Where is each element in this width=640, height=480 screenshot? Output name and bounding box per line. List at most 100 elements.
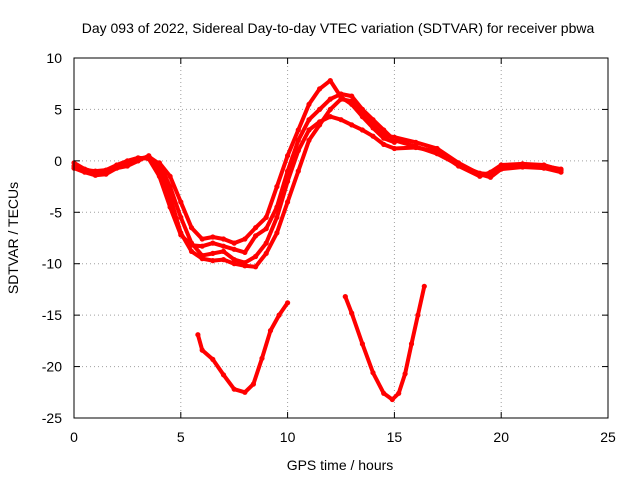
data-point xyxy=(498,163,504,169)
data-point xyxy=(349,310,355,316)
data-point xyxy=(210,250,216,256)
data-point xyxy=(359,114,365,120)
series-arc-5 xyxy=(195,300,290,395)
x-tick-label: 20 xyxy=(493,429,509,445)
data-point xyxy=(306,101,312,107)
data-point xyxy=(242,389,248,395)
y-tick-label: 10 xyxy=(46,50,62,66)
axis-ticks: 0 5 10 15 20 25 10 5 0 -5 -10 -15 -20 -25 xyxy=(42,50,616,445)
data-point xyxy=(370,125,376,131)
data-point xyxy=(327,78,333,84)
data-point xyxy=(381,127,387,133)
data-point xyxy=(402,371,408,377)
data-point xyxy=(135,155,141,161)
data-point xyxy=(210,258,216,264)
data-point xyxy=(359,341,365,347)
data-point xyxy=(274,204,280,210)
data-point xyxy=(231,261,237,267)
data-point xyxy=(156,173,162,179)
data-point xyxy=(415,312,421,318)
data-point xyxy=(285,300,291,306)
data-point xyxy=(317,106,323,112)
grid xyxy=(74,58,608,418)
chart-title: Day 093 of 2022, Sidereal Day-to-day VTE… xyxy=(82,20,595,36)
data-point xyxy=(295,127,301,133)
data-point xyxy=(391,139,397,145)
data-point xyxy=(195,332,201,338)
data-point xyxy=(220,372,227,378)
data-point xyxy=(199,256,205,262)
data-point xyxy=(381,135,387,141)
data-point xyxy=(263,214,269,220)
data-point xyxy=(434,145,440,152)
x-tick-label: 25 xyxy=(600,429,616,445)
data-point xyxy=(114,162,120,168)
data-point xyxy=(253,253,259,260)
data-point xyxy=(421,283,427,289)
data-point xyxy=(285,153,291,159)
data-point xyxy=(199,236,205,242)
x-tick-label: 15 xyxy=(387,429,403,445)
data-point xyxy=(327,106,333,112)
data-point xyxy=(285,168,291,174)
data-point xyxy=(199,347,205,353)
data-point xyxy=(370,133,376,139)
data-point xyxy=(167,204,173,210)
data-point xyxy=(210,356,216,362)
data-point xyxy=(370,117,376,123)
data-point xyxy=(349,93,355,99)
data-point xyxy=(263,250,269,256)
data-point xyxy=(188,225,195,231)
data-point xyxy=(359,127,365,133)
data-point xyxy=(306,117,312,123)
data-point xyxy=(327,114,333,120)
x-tick-label: 5 xyxy=(177,429,185,445)
data-point xyxy=(267,328,274,334)
data-point xyxy=(349,122,355,128)
data-point xyxy=(381,390,387,396)
data-point xyxy=(210,240,216,246)
data-point xyxy=(103,171,109,177)
data-point xyxy=(220,236,227,242)
data-point xyxy=(396,390,402,396)
x-axis-label: GPS time / hours xyxy=(287,457,394,473)
data-point xyxy=(306,137,312,143)
data-point xyxy=(349,101,355,107)
data-point xyxy=(381,141,387,147)
data-point xyxy=(389,396,395,403)
y-tick-label: -25 xyxy=(42,410,62,426)
data-point xyxy=(156,160,162,166)
data-point xyxy=(178,232,184,238)
data-point xyxy=(231,246,237,252)
series-arc-3 xyxy=(72,92,563,255)
data-point xyxy=(285,199,291,205)
data-point xyxy=(188,248,195,254)
data-point xyxy=(413,139,419,145)
data-point xyxy=(242,249,248,255)
y-tick-label: -15 xyxy=(42,307,62,323)
data-point xyxy=(263,226,269,232)
data-point xyxy=(276,312,282,318)
data-point xyxy=(242,236,248,242)
data-point xyxy=(242,263,248,269)
data-point xyxy=(199,243,205,249)
data-point xyxy=(259,355,265,361)
y-tick-label: 5 xyxy=(54,101,62,117)
data-point xyxy=(124,163,130,169)
y-tick-label: -10 xyxy=(42,256,62,272)
data-point xyxy=(220,248,227,254)
data-point xyxy=(359,106,365,112)
data-point xyxy=(250,381,256,387)
data-point xyxy=(487,171,494,177)
data-point xyxy=(178,214,184,220)
data-point xyxy=(274,184,280,190)
data-point xyxy=(92,172,98,178)
data-point xyxy=(178,199,184,205)
data-point xyxy=(541,163,547,169)
plot-frame xyxy=(73,57,609,419)
data-point xyxy=(317,86,323,92)
data-series xyxy=(71,78,564,403)
series-arc-1 xyxy=(72,114,563,265)
data-point xyxy=(253,233,259,239)
